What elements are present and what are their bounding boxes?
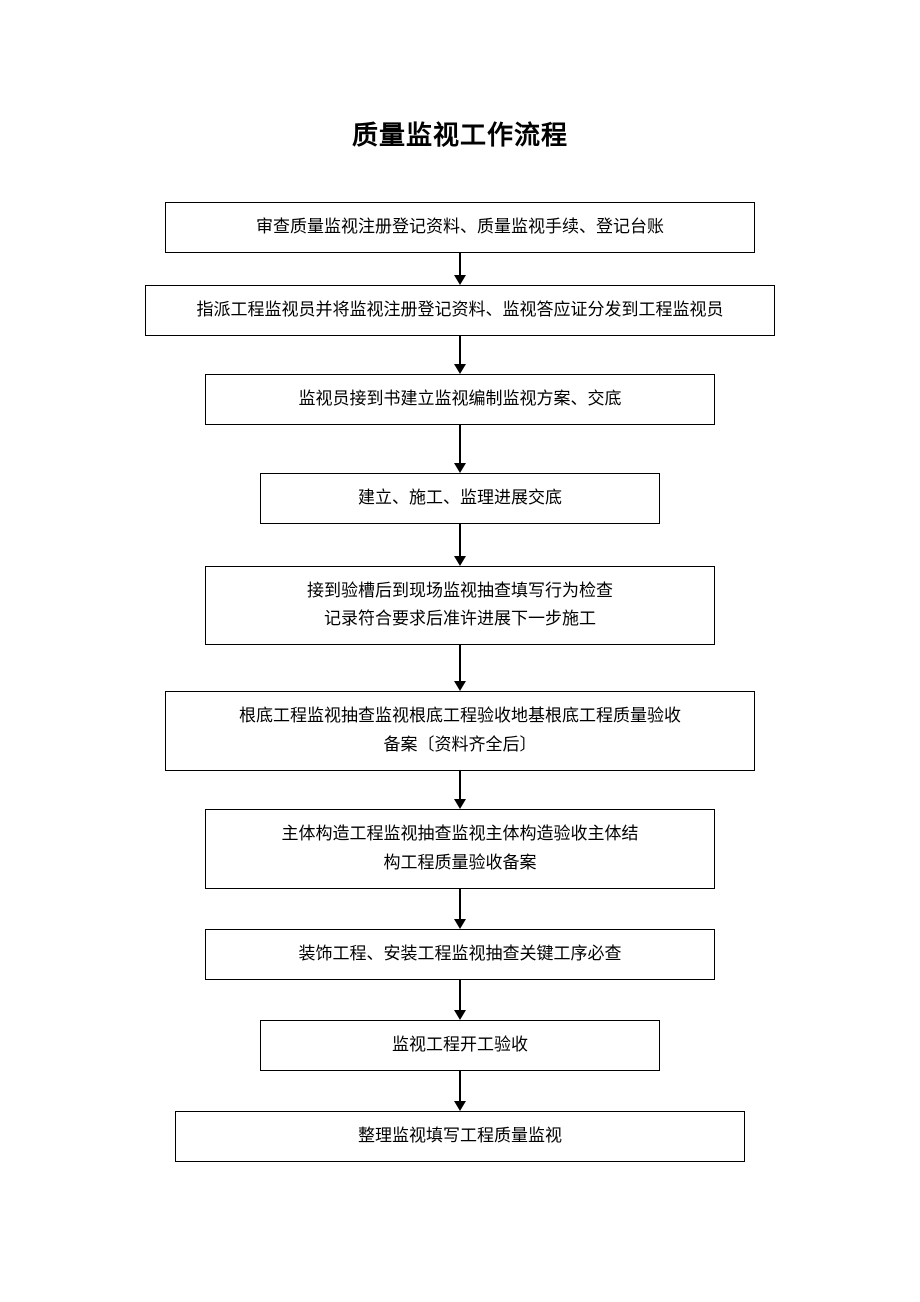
node-label: 监视员接到书建立监视编制监视方案、交底 bbox=[299, 385, 622, 414]
arrow-line bbox=[459, 980, 461, 1010]
flowchart-arrow bbox=[454, 336, 466, 374]
flowchart-arrow bbox=[454, 645, 466, 691]
flowchart-arrow bbox=[454, 524, 466, 566]
flowchart-arrow bbox=[454, 1071, 466, 1111]
arrow-line bbox=[459, 889, 461, 919]
arrow-line bbox=[459, 253, 461, 275]
flowchart-container: 审查质量监视注册登记资料、质量监视手续、登记台账指派工程监视员并将监视注册登记资… bbox=[0, 202, 920, 1162]
flowchart-arrow bbox=[454, 771, 466, 809]
flowchart-node-n2: 指派工程监视员并将监视注册登记资料、监视答应证分发到工程监视员 bbox=[145, 285, 775, 336]
flowchart-node-n5: 接到验槽后到现场监视抽查填写行为检查记录符合要求后准许进展下一步施工 bbox=[205, 566, 715, 646]
arrow-head-icon bbox=[454, 556, 466, 566]
arrow-line bbox=[459, 524, 461, 556]
arrow-head-icon bbox=[454, 681, 466, 691]
node-label: 接到验槽后到现场监视抽查填写行为检查记录符合要求后准许进展下一步施工 bbox=[307, 577, 613, 635]
arrow-line bbox=[459, 645, 461, 681]
flowchart-node-n9: 监视工程开工验收 bbox=[260, 1020, 660, 1071]
arrow-head-icon bbox=[454, 1101, 466, 1111]
node-label: 整理监视填写工程质量监视 bbox=[358, 1122, 562, 1151]
arrow-head-icon bbox=[454, 463, 466, 473]
flowchart-node-n1: 审查质量监视注册登记资料、质量监视手续、登记台账 bbox=[165, 202, 755, 253]
node-label: 根底工程监视抽查监视根底工程验收地基根底工程质量验收备案〔资料齐全后〕 bbox=[239, 702, 681, 760]
arrow-head-icon bbox=[454, 364, 466, 374]
flowchart-node-n3: 监视员接到书建立监视编制监视方案、交底 bbox=[205, 374, 715, 425]
node-label: 审查质量监视注册登记资料、质量监视手续、登记台账 bbox=[256, 213, 664, 242]
node-label: 指派工程监视员并将监视注册登记资料、监视答应证分发到工程监视员 bbox=[197, 296, 724, 325]
arrow-line bbox=[459, 425, 461, 463]
flowchart-arrow bbox=[454, 425, 466, 473]
node-label: 装饰工程、安装工程监视抽查关键工序必查 bbox=[299, 940, 622, 969]
flowchart-node-n10: 整理监视填写工程质量监视 bbox=[175, 1111, 745, 1162]
flowchart-node-n8: 装饰工程、安装工程监视抽查关键工序必查 bbox=[205, 929, 715, 980]
flowchart-node-n6: 根底工程监视抽查监视根底工程验收地基根底工程质量验收备案〔资料齐全后〕 bbox=[165, 691, 755, 771]
page-title: 质量监视工作流程 bbox=[0, 115, 920, 152]
arrow-line bbox=[459, 336, 461, 364]
flowchart-arrow bbox=[454, 889, 466, 929]
node-label: 建立、施工、监理进展交底 bbox=[358, 484, 562, 513]
node-label: 主体构造工程监视抽查监视主体构造验收主体结构工程质量验收备案 bbox=[282, 820, 639, 878]
arrow-head-icon bbox=[454, 1010, 466, 1020]
arrow-head-icon bbox=[454, 799, 466, 809]
arrow-head-icon bbox=[454, 919, 466, 929]
arrow-line bbox=[459, 1071, 461, 1101]
flowchart-arrow bbox=[454, 253, 466, 285]
flowchart-node-n7: 主体构造工程监视抽查监视主体构造验收主体结构工程质量验收备案 bbox=[205, 809, 715, 889]
flowchart-arrow bbox=[454, 980, 466, 1020]
node-label: 监视工程开工验收 bbox=[392, 1031, 528, 1060]
flowchart-node-n4: 建立、施工、监理进展交底 bbox=[260, 473, 660, 524]
arrow-line bbox=[459, 771, 461, 799]
arrow-head-icon bbox=[454, 275, 466, 285]
